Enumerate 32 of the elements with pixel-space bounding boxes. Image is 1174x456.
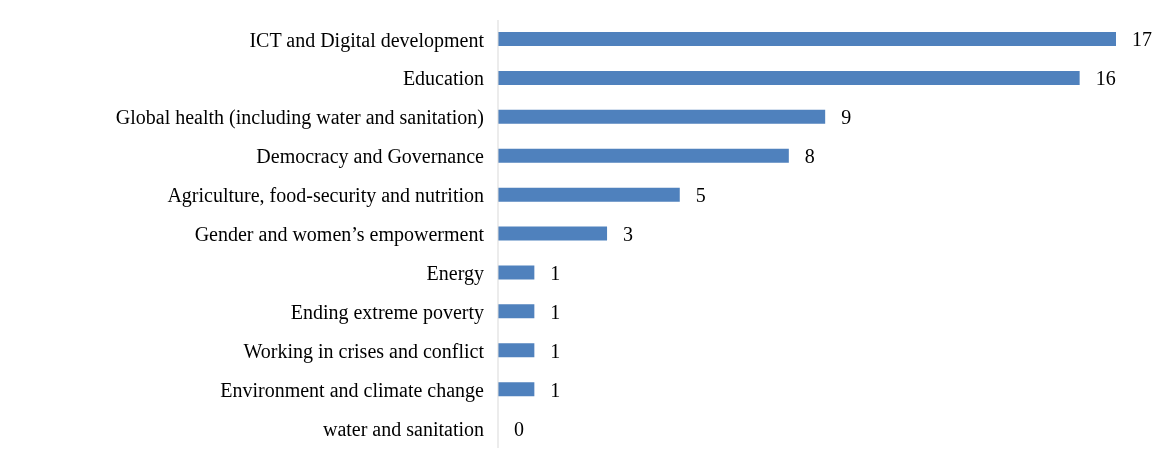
y-tick-label: water and sanitation — [322, 417, 484, 440]
data-label: 17 — [1132, 28, 1152, 51]
y-tick-label: Energy — [426, 262, 484, 286]
bar — [498, 32, 1116, 46]
bar — [498, 382, 535, 397]
data-label: 1 — [550, 300, 561, 323]
y-tick-label: Democracy and Governance — [256, 145, 485, 169]
y-tick-label: Environment and climate change — [220, 378, 485, 402]
data-label: 1 — [550, 261, 561, 284]
bar — [498, 187, 680, 202]
data-label: 0 — [514, 417, 524, 440]
y-tick-label: Global health (including water and sanitation) — [115, 106, 484, 130]
y-tick-label: Agriculture, food-security and nutrition — [167, 184, 484, 208]
data-label: 8 — [804, 145, 815, 168]
y-tick-label: Gender and women’s empowerment — [194, 223, 485, 247]
bar — [498, 226, 608, 241]
y-tick-label: ICT and Digital development — [249, 28, 485, 52]
data-label: 1 — [550, 339, 561, 362]
data-label: 5 — [695, 184, 706, 207]
bar — [498, 343, 535, 358]
data-label: 3 — [623, 223, 634, 245]
y-tick-label: Education — [402, 67, 484, 90]
y-tick-label: Working in crises and conflict — [243, 339, 485, 363]
data-label: 1 — [550, 378, 561, 401]
bar — [498, 265, 535, 280]
y-tick-label: Ending extreme poverty — [290, 300, 484, 324]
data-label: 9 — [841, 106, 852, 129]
bar — [498, 148, 789, 163]
data-label: 16 — [1095, 67, 1116, 90]
bar — [498, 109, 826, 124]
bar — [498, 70, 1080, 85]
bar — [498, 304, 535, 319]
